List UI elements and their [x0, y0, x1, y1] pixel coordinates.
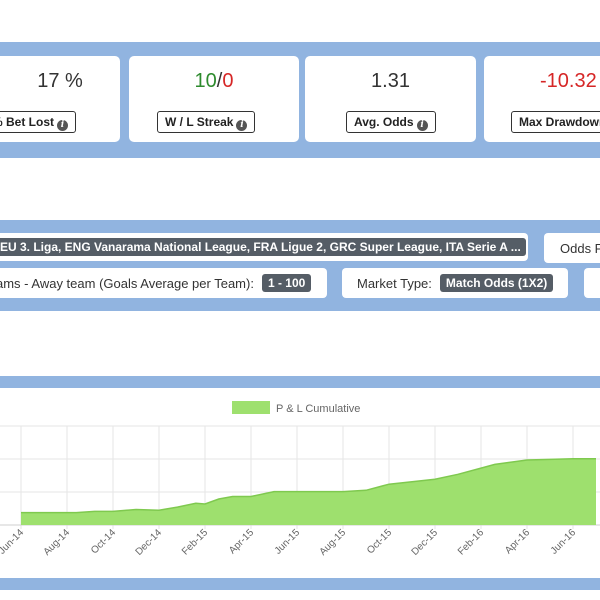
x-tick-label: Feb-15 [180, 527, 210, 557]
wl-streak-label-text: W / L Streak [165, 115, 234, 129]
max-drawdown-label-text: Max Drawdown [519, 115, 600, 129]
x-tick-label: Dec-15 [410, 527, 441, 558]
next-filter[interactable] [584, 268, 600, 298]
max-drawdown-value: -10.32 [540, 70, 597, 92]
x-tick-label: Apr-16 [503, 527, 532, 556]
legend-label: P & L Cumulative [276, 403, 360, 415]
goals-average-value: 1 - 100 [261, 274, 312, 292]
odds-filter-label: Odds F [560, 240, 600, 256]
avg-odds-label[interactable]: Avg. Odds i [346, 111, 436, 133]
legend-swatch [232, 401, 270, 414]
info-icon[interactable]: i [236, 120, 248, 131]
market-type-value: Match Odds (1X2) [439, 274, 554, 292]
x-tick-label: Jun-14 [0, 527, 26, 557]
x-tick-label: Oct-15 [365, 527, 394, 556]
leagues-filter[interactable]: EU 3. Liga, ENG Vanarama National League… [0, 233, 528, 261]
stat-card-max-drawdown: -10.32 Max Drawdowni [484, 56, 600, 142]
x-tick-label: Aug-14 [42, 527, 73, 558]
x-tick-label: Jun-16 [549, 527, 579, 557]
x-tick-label: Jun-15 [273, 527, 303, 557]
x-tick-label: Apr-15 [227, 527, 256, 556]
market-type-filter[interactable]: Market Type: Match Odds (1X2) [342, 268, 568, 298]
stat-card-avg-odds: 1.31 Avg. Odds i [305, 56, 476, 142]
max-drawdown-label[interactable]: Max Drawdowni [511, 111, 600, 133]
x-tick-label: Aug-15 [318, 527, 349, 558]
market-type-label: Market Type: [357, 275, 432, 291]
stat-card-wl-streak: 10/0 W / L Streak i [129, 56, 299, 142]
wl-streak-label[interactable]: W / L Streak i [157, 111, 256, 133]
streak-losses: 0 [222, 70, 234, 92]
bet-lost-value: 17 % [37, 70, 83, 92]
pl-cumulative-chart: P & L Cumulative Jun-14 Aug-14 Oct-14 Dec-14… [0, 401, 600, 558]
series-line-pl-cumulative [21, 458, 596, 514]
odds-filter[interactable]: Odds F [544, 233, 600, 263]
x-tick-label: Dec-14 [134, 527, 165, 558]
avg-odds-value: 1.31 [371, 70, 410, 92]
leagues-value: EU 3. Liga, ENG Vanarama National League… [0, 238, 526, 256]
info-icon[interactable]: i [57, 120, 69, 131]
x-tick-label: Feb-16 [456, 527, 486, 557]
streak-wins: 10 [194, 70, 217, 92]
bet-lost-label-text: % Bet Lost [0, 115, 55, 129]
info-icon[interactable]: i [416, 120, 428, 131]
goals-average-filter[interactable]: ams - Away team (Goals Average per Team)… [0, 268, 327, 298]
chart-panel: P & L Cumulative Jun-14 Aug-14 Oct-14 Dec-14… [0, 388, 600, 578]
goals-average-label: ams - Away team (Goals Average per Team)… [0, 275, 254, 291]
avg-odds-label-text: Avg. Odds [354, 115, 414, 129]
streak-separator: / [216, 70, 223, 92]
wl-streak-value: 10/0 [129, 70, 299, 93]
x-tick-label: Oct-14 [89, 527, 118, 556]
